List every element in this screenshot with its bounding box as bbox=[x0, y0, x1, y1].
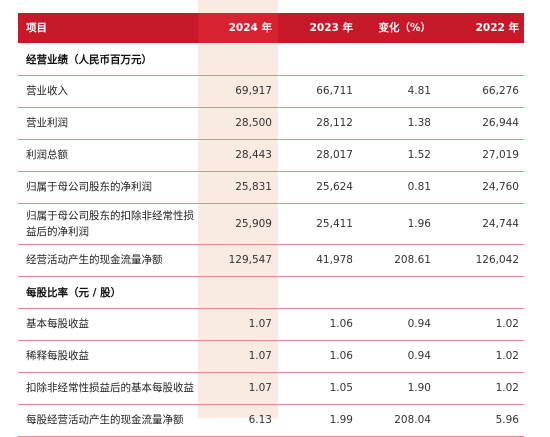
table-row: 扣除非经常性损益后的基本每股收益 1.07 1.05 1.90 1.02 bbox=[18, 372, 524, 405]
value-2023: 1.05 bbox=[278, 372, 358, 405]
value-2023: 28,017 bbox=[278, 139, 358, 172]
section-header-row: 经营业绩（人民币百万元） bbox=[18, 43, 524, 76]
value-change: 1.96 bbox=[358, 203, 436, 245]
section-title: 每股比率（元 / 股） bbox=[18, 276, 524, 309]
row-label: 基本每股收益 bbox=[18, 308, 198, 341]
header-item: 项目 bbox=[18, 13, 198, 44]
value-2022: 5.96 bbox=[436, 404, 524, 437]
value-change: 208.61 bbox=[358, 244, 436, 277]
value-2022: 24,744 bbox=[436, 203, 524, 245]
value-2024: 25,909 bbox=[198, 203, 278, 245]
header-2022: 2022 年 bbox=[436, 13, 524, 44]
value-2023: 28,112 bbox=[278, 107, 358, 140]
value-2022: 1.02 bbox=[436, 372, 524, 405]
value-2023: 1.06 bbox=[278, 340, 358, 373]
value-2022: 126,042 bbox=[436, 244, 524, 277]
header-2023: 2023 年 bbox=[278, 13, 358, 44]
value-2023: 66,711 bbox=[278, 75, 358, 108]
value-2024: 1.07 bbox=[198, 308, 278, 341]
value-change: 1.52 bbox=[358, 139, 436, 172]
table-row: 利润总额 28,443 28,017 1.52 27,019 bbox=[18, 139, 524, 172]
table-row: 稀释每股收益 1.07 1.06 0.94 1.02 bbox=[18, 340, 524, 373]
value-change: 4.81 bbox=[358, 75, 436, 108]
financial-summary-table: 项目 2024 年 2023 年 变化（%） 2022 年 经营业绩（人民币百万… bbox=[18, 13, 524, 437]
table-row: 基本每股收益 1.07 1.06 0.94 1.02 bbox=[18, 308, 524, 341]
value-2024: 129,547 bbox=[198, 244, 278, 277]
value-2023: 41,978 bbox=[278, 244, 358, 277]
row-label: 营业利润 bbox=[18, 107, 198, 140]
value-2022: 24,760 bbox=[436, 171, 524, 204]
row-label: 利润总额 bbox=[18, 139, 198, 172]
row-label: 营业收入 bbox=[18, 75, 198, 108]
value-2024: 28,500 bbox=[198, 107, 278, 140]
value-2024: 69,917 bbox=[198, 75, 278, 108]
value-change: 0.94 bbox=[358, 308, 436, 341]
value-change: 1.38 bbox=[358, 107, 436, 140]
table-body: 经营业绩（人民币百万元） 营业收入 69,917 66,711 4.81 66,276 营业… bbox=[18, 43, 524, 437]
value-2024: 28,443 bbox=[198, 139, 278, 172]
value-2024: 6.13 bbox=[198, 404, 278, 437]
value-2024: 1.07 bbox=[198, 340, 278, 373]
table-header-row: 项目 2024 年 2023 年 变化（%） 2022 年 bbox=[18, 13, 524, 44]
table-row: 归属于母公司股东的净利润 25,831 25,624 0.81 24,760 bbox=[18, 171, 524, 204]
value-2023: 1.99 bbox=[278, 404, 358, 437]
value-2024: 25,831 bbox=[198, 171, 278, 204]
header-2024: 2024 年 bbox=[198, 13, 278, 44]
value-2024: 1.07 bbox=[198, 372, 278, 405]
value-change: 1.90 bbox=[358, 372, 436, 405]
value-2023: 25,624 bbox=[278, 171, 358, 204]
table-row: 经营活动产生的现金流量净额 129,547 41,978 208.61 126,042 bbox=[18, 244, 524, 277]
row-label: 经营活动产生的现金流量净额 bbox=[18, 244, 198, 277]
table-row: 营业收入 69,917 66,711 4.81 66,276 bbox=[18, 75, 524, 108]
row-label: 归属于母公司股东的净利润 bbox=[18, 171, 198, 204]
value-2022: 66,276 bbox=[436, 75, 524, 108]
value-2022: 26,944 bbox=[436, 107, 524, 140]
row-label: 每股经营活动产生的现金流量净额 bbox=[18, 404, 198, 437]
row-label: 归属于母公司股东的扣除非经常性损益后的净利润 bbox=[18, 203, 198, 245]
section-title: 经营业绩（人民币百万元） bbox=[18, 43, 524, 76]
table-row: 归属于母公司股东的扣除非经常性损益后的净利润 25,909 25,411 1.96 24… bbox=[18, 203, 524, 245]
table-row: 营业利润 28,500 28,112 1.38 26,944 bbox=[18, 107, 524, 140]
header-change: 变化（%） bbox=[358, 13, 436, 44]
section-header-row: 每股比率（元 / 股） bbox=[18, 276, 524, 309]
value-2023: 1.06 bbox=[278, 308, 358, 341]
value-2022: 1.02 bbox=[436, 308, 524, 341]
financial-summary-page: 项目 2024 年 2023 年 变化（%） 2022 年 经营业绩（人民币百万… bbox=[18, 0, 524, 437]
value-change: 208.04 bbox=[358, 404, 436, 437]
row-label: 扣除非经常性损益后的基本每股收益 bbox=[18, 372, 198, 405]
value-change: 0.81 bbox=[358, 171, 436, 204]
value-2022: 1.02 bbox=[436, 340, 524, 373]
value-2023: 25,411 bbox=[278, 203, 358, 245]
table-row: 每股经营活动产生的现金流量净额 6.13 1.99 208.04 5.96 bbox=[18, 404, 524, 437]
row-label: 稀释每股收益 bbox=[18, 340, 198, 373]
value-2022: 27,019 bbox=[436, 139, 524, 172]
value-change: 0.94 bbox=[358, 340, 436, 373]
